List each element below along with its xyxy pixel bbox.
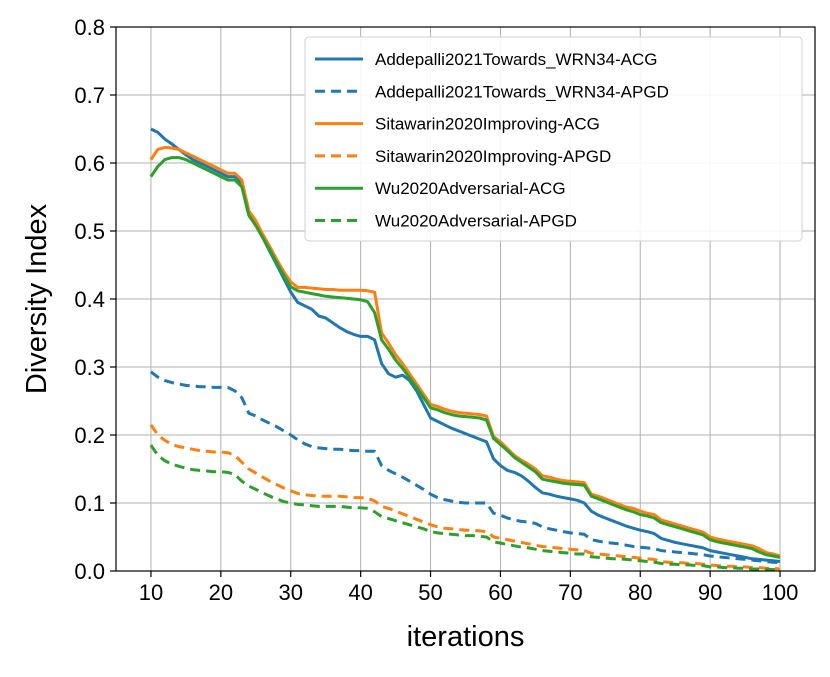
y-tick-label: 0.7 <box>74 83 105 108</box>
x-tick-label: 40 <box>348 580 372 605</box>
y-tick-label: 0.5 <box>74 219 105 244</box>
series-line-Addepalli2021Towards_WRN34-APGD <box>149 370 781 565</box>
y-tick-label: 0.8 <box>74 15 105 40</box>
x-tick-label: 90 <box>698 580 722 605</box>
x-tick-label: 50 <box>418 580 442 605</box>
legend-entry-label: Wu2020Adversarial-APGD <box>375 212 577 231</box>
series-line-Sitawarin2020Improving-APGD <box>149 423 781 571</box>
legend-entry-label: Wu2020Adversarial-ACG <box>375 179 566 198</box>
legend: Addepalli2021Towards_WRN34-ACG Addepalli2… <box>304 36 803 242</box>
series-line-Wu2020Adversarial-ACG <box>149 156 781 559</box>
x-axis-label: iterations <box>407 621 525 653</box>
x-tick-label: 100 <box>762 580 799 605</box>
x-tick-label: 10 <box>139 580 163 605</box>
x-tick-label: 70 <box>558 580 582 605</box>
x-tick-label: 20 <box>209 580 233 605</box>
y-tick-label: 0.3 <box>74 355 105 380</box>
legend-box <box>304 36 803 242</box>
y-tick-label: 0.6 <box>74 151 105 176</box>
y-tick-label: 0.2 <box>74 423 105 448</box>
y-tick-label: 0.1 <box>74 491 105 516</box>
series-line-Wu2020Adversarial-APGD <box>149 444 780 572</box>
legend-entry-label: Sitawarin2020Improving-ACG <box>375 115 600 134</box>
y-tick-label: 0.0 <box>74 559 105 584</box>
x-tick-label: 60 <box>488 580 512 605</box>
x-tick-label: 80 <box>628 580 652 605</box>
x-tick-label: 30 <box>279 580 303 605</box>
x-axis-ticks: 10 20 30 40 50 60 70 80 90 100 <box>139 571 799 605</box>
legend-entry-label: Sitawarin2020Improving-APGD <box>375 147 611 166</box>
y-axis-ticks: 0.0 0.1 0.2 0.3 0.4 0.5 0.6 0.7 0.8 <box>74 15 116 584</box>
series-line-Sitawarin2020Improving-ACG <box>149 145 781 558</box>
legend-entry-label: Addepalli2021Towards_WRN34-APGD <box>375 82 669 101</box>
y-axis-label: Diversity Index <box>21 203 53 394</box>
legend-entry-label: Addepalli2021Towards_WRN34-ACG <box>375 50 658 69</box>
y-tick-label: 0.4 <box>74 287 105 312</box>
series-layer <box>149 127 781 572</box>
